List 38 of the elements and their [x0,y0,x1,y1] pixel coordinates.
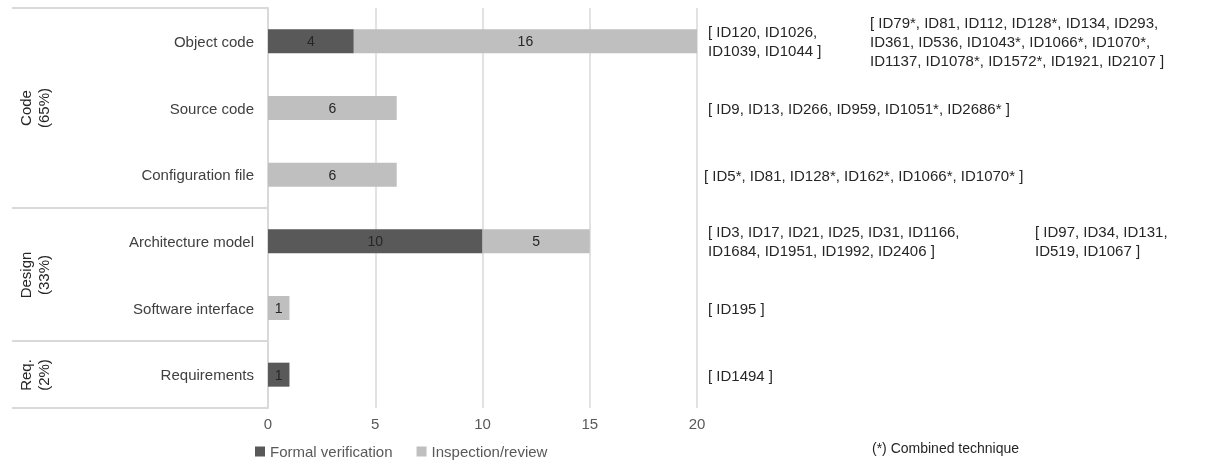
text: Req. (2%) [17,358,53,391]
x-tick-label: 5 [371,415,380,432]
legend-label: Inspection/review [431,443,548,460]
y-tick-label: Architecture model [128,232,254,250]
bar [268,296,290,320]
bar [353,29,697,54]
x-tick-label: 10 [474,415,491,432]
y-tick-label: Requirements [160,366,254,384]
text: [ ID5*, ID81, ID128*, ID162*, ID1066*, ID1070* ] [704,165,1024,185]
data-label: 6 [328,100,337,116]
data-label: 5 [532,233,541,250]
text: (*) Combined technique [872,440,1020,456]
text: [ ID1494 ] [708,365,774,385]
bar [268,162,397,187]
text: [ ID9, ID13, ID266, ID959, ID1051*, ID2686* ] [708,98,1010,118]
x-tick-label: 20 [688,415,706,432]
text: [ ID195 ] [708,298,765,318]
y-tick-label: Source code [169,99,254,117]
text: Design (33%) [17,251,53,299]
data-label: 1 [274,300,283,316]
legend-label: Formal verification [270,443,393,460]
bar [268,229,483,254]
x-tick-label: 0 [263,415,273,432]
text: [ ID3, ID17, ID21, ID25, ID31, ID1166, ID1684, ID1951, ID1992, ID2406 ] [708,222,960,261]
text: [ ID120, ID1026, ID1039, ID1044 ] [708,22,822,61]
y-tick-label: Software interface [133,299,254,317]
text: [ ID97, ID34, ID131, ID519, ID1067 ] [1035,222,1168,261]
data-label: 6 [328,166,337,183]
text: Code (65%) [17,87,53,129]
x-tick-label: 15 [581,415,599,432]
y-tick-label: Object code [173,32,254,50]
bar [268,362,290,387]
bar [268,29,354,54]
text: [ ID79*, ID81, ID112, ID128*, ID134, ID293, ID361, ID536, ID1043*, ID1066*, ID1070*, ID1137, ID1078*, ID1572*, ID1921, ID2107 ] [870,12,1165,70]
bar [268,96,397,120]
bar [482,229,590,254]
data-label: 16 [517,33,534,50]
y-tick-label: Configuration file [141,166,254,184]
